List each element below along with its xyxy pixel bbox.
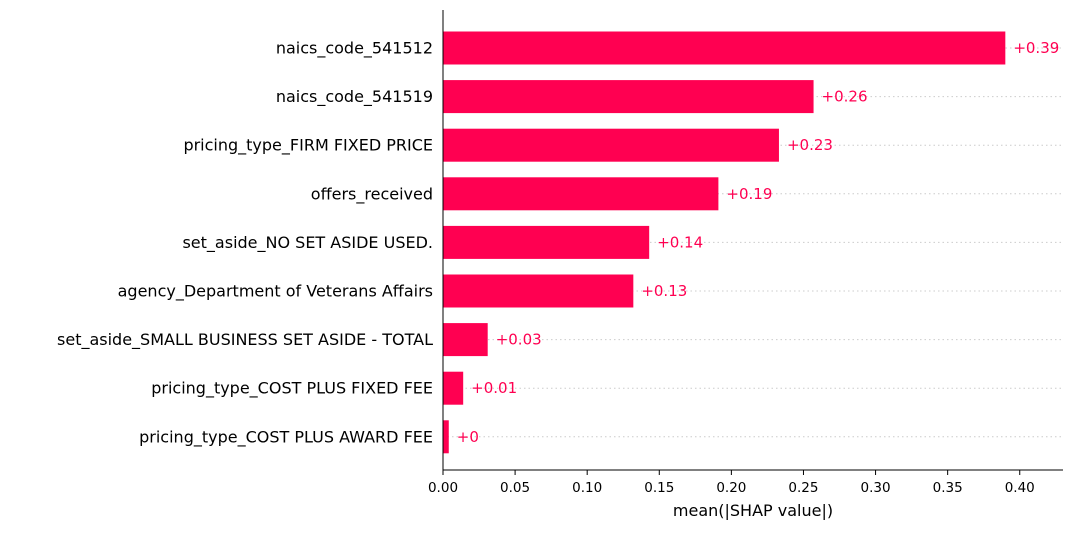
value-label: +0.23 (787, 136, 833, 154)
value-label: +0.03 (496, 331, 542, 349)
value-label: +0.01 (471, 379, 517, 397)
x-tick-label: 0.40 (1005, 480, 1035, 496)
x-tick-label: 0.05 (500, 480, 530, 496)
feature-label: naics_code_541519 (276, 87, 433, 107)
value-label: +0.14 (657, 233, 703, 251)
value-label: +0.26 (822, 88, 868, 106)
bar (443, 274, 634, 308)
x-tick-label: 0.15 (644, 480, 674, 496)
feature-label: pricing_type_FIRM FIXED PRICE (183, 136, 433, 156)
bar (443, 80, 814, 114)
bar (443, 371, 464, 405)
bar (443, 323, 488, 357)
x-ticks: 0.00 0.05 0.10 0.15 0.20 0.25 0.30 0.35 0.40 (428, 470, 1035, 496)
x-tick-label: 0.00 (428, 480, 458, 496)
bar (443, 177, 719, 211)
x-tick-label: 0.25 (788, 480, 818, 496)
value-label: +0.13 (641, 282, 687, 300)
feature-label: agency_Department of Veterans Affairs (118, 282, 433, 302)
axes (442, 10, 1063, 471)
x-tick-label: 0.20 (716, 480, 746, 496)
feature-label: set_aside_NO SET ASIDE USED. (182, 233, 433, 253)
bar (443, 31, 1006, 65)
x-tick-label: 0.10 (572, 480, 602, 496)
x-tick-label: 0.30 (861, 480, 891, 496)
feature-label: pricing_type_COST PLUS FIXED FEE (151, 379, 433, 399)
value-label: +0 (457, 428, 479, 446)
feature-labels: naics_code_541512 naics_code_541519pricin… (57, 39, 433, 448)
value-labels: +0.39 +0.26 +0.23 +0.19 +0.14 +0.13 +0.03 +0.01… (457, 39, 1060, 446)
bars (443, 31, 1006, 454)
bar (443, 128, 779, 162)
feature-label: pricing_type_COST PLUS AWARD FEE (139, 427, 433, 447)
x-axis-title: mean(|SHAP value|) (673, 501, 833, 520)
feature-label: naics_code_541512 (276, 39, 433, 59)
x-tick-label: 0.35 (933, 480, 963, 496)
value-label: +0.19 (726, 185, 772, 203)
bar (443, 225, 650, 259)
bar (443, 420, 449, 454)
feature-label: set_aside_SMALL BUSINESS SET ASIDE - TOT… (57, 330, 433, 350)
feature-label: offers_received (311, 184, 433, 204)
value-label: +0.39 (1013, 39, 1059, 57)
